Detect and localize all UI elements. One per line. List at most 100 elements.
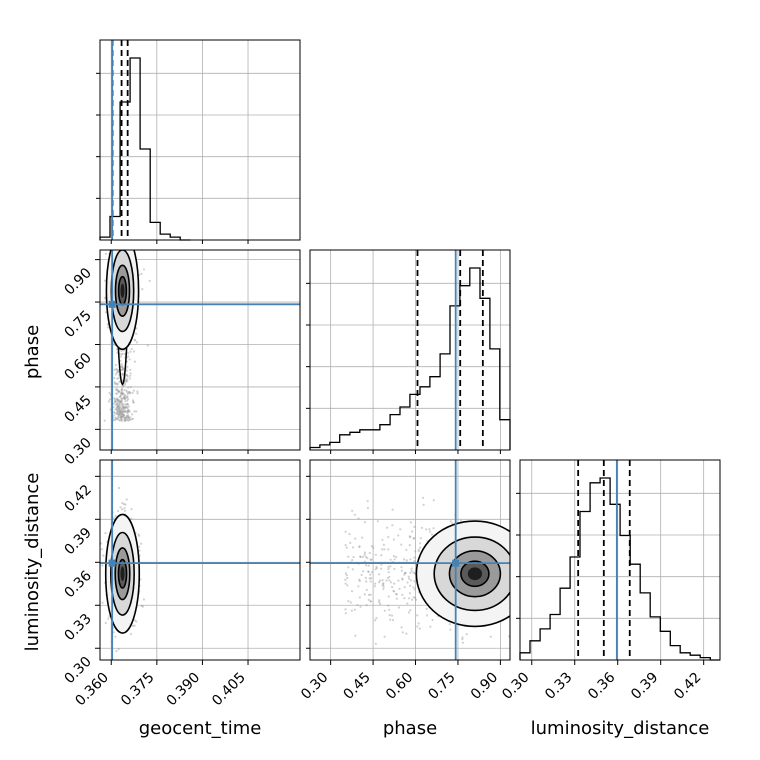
sample-point [395, 555, 398, 559]
sample-point [389, 565, 392, 568]
sample-point [116, 371, 119, 374]
sample-point [121, 366, 124, 370]
sample-point [399, 528, 402, 531]
sample-point [118, 419, 122, 422]
sample-point [124, 394, 127, 397]
sample-point [378, 599, 381, 602]
y-tick-label: 0.39 [61, 525, 94, 558]
sample-point [118, 413, 121, 416]
sample-point [123, 381, 126, 384]
sample-point [397, 606, 400, 609]
sample-point [116, 409, 119, 412]
sample-point [391, 524, 394, 527]
sample-point [121, 406, 124, 409]
sample-point [461, 636, 464, 639]
ylabel-luminosity-distance: luminosity_distance [22, 473, 43, 652]
sample-point [392, 538, 395, 541]
sample-point [122, 503, 126, 506]
sample-point [124, 373, 127, 376]
sample-point [136, 242, 138, 244]
sample-point [363, 593, 366, 596]
sample-point [122, 408, 125, 411]
sample-point [131, 391, 134, 394]
sample-point [120, 363, 123, 366]
sample-point [128, 418, 131, 421]
sample-point [380, 554, 383, 557]
sample-point [123, 416, 127, 420]
x-tick-label: 0.30 [298, 670, 331, 703]
sample-point [403, 597, 406, 600]
sample-point [400, 566, 403, 569]
sample-point [417, 548, 420, 551]
sample-point [135, 410, 138, 413]
sample-point [392, 618, 395, 622]
sample-point [124, 419, 127, 422]
sample-point [461, 641, 464, 644]
sample-point [117, 648, 120, 651]
sample-point [122, 402, 125, 406]
sample-point [115, 407, 118, 410]
sample-point [128, 377, 131, 380]
sample-point [104, 532, 107, 535]
sample-point [410, 579, 413, 582]
panel-frame [99, 459, 301, 661]
sample-point [512, 564, 514, 566]
sample-point [365, 580, 368, 583]
sample-point [116, 406, 119, 409]
sample-point [403, 558, 406, 561]
sample-point [382, 582, 385, 585]
sample-point [129, 385, 132, 389]
sample-point [419, 546, 422, 549]
sample-point [395, 597, 398, 600]
sample-point [362, 570, 365, 573]
sample-point [416, 625, 419, 628]
sample-point [413, 560, 416, 563]
sample-point [133, 410, 136, 413]
sample-point [358, 578, 361, 581]
sample-point [385, 579, 388, 582]
sample-point [389, 581, 392, 584]
sample-point [378, 581, 381, 584]
sample-point [126, 365, 129, 368]
sample-point [127, 416, 130, 419]
sample-point [120, 391, 123, 394]
sample-point [132, 350, 135, 353]
sample-point [383, 635, 386, 638]
sample-point [393, 558, 396, 561]
sample-point [465, 633, 468, 636]
sample-point [124, 416, 127, 419]
sample-point [121, 387, 124, 390]
sample-point [387, 536, 390, 539]
sample-point [432, 499, 435, 502]
sample-point [118, 410, 121, 413]
sample-point [124, 416, 127, 419]
sample-point [108, 246, 110, 248]
sample-point [380, 563, 383, 566]
sample-point [373, 585, 376, 588]
sample-point [401, 577, 404, 580]
sample-point [351, 568, 354, 571]
sample-point [408, 544, 411, 547]
sample-point [383, 548, 386, 551]
sample-point [121, 246, 123, 248]
sample-point [382, 583, 385, 586]
sample-point [395, 593, 398, 596]
sample-point [117, 370, 120, 373]
sample-point [129, 632, 133, 636]
density-level [467, 567, 483, 581]
sample-point [360, 573, 363, 577]
x-tick-label: 0.45 [341, 670, 374, 703]
sample-point [117, 414, 120, 417]
sample-point [374, 619, 377, 622]
sample-point [120, 417, 123, 420]
sample-point [513, 556, 515, 558]
sample-point [119, 410, 122, 414]
sample-point [344, 608, 347, 611]
sample-point [390, 614, 394, 617]
x-tick-label: 0.42 [671, 670, 704, 703]
sample-point [124, 400, 127, 403]
sample-point [359, 555, 362, 559]
sample-point [511, 525, 513, 527]
sample-point [108, 391, 111, 395]
sample-point [124, 383, 127, 386]
